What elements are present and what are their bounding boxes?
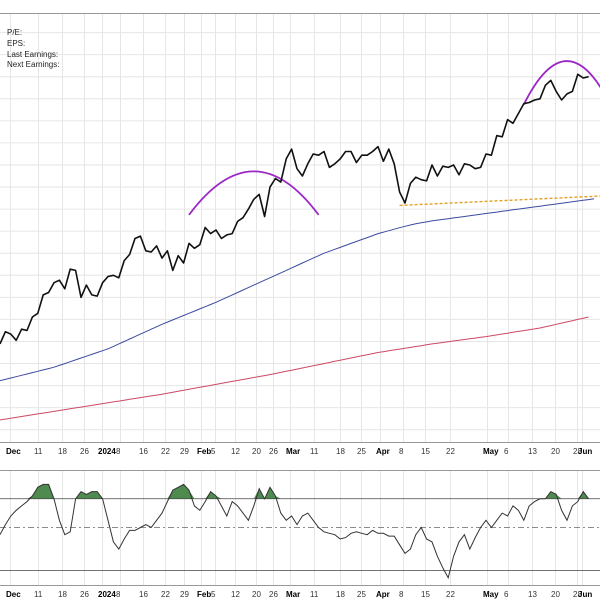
x-axis-tick-label: 11 xyxy=(310,447,319,456)
x-axis-tick-label: 25 xyxy=(357,447,366,456)
x-axis-osc-tick-label: 2024 xyxy=(98,590,116,599)
x-axis-tick-label: 26 xyxy=(80,447,89,456)
x-axis-osc-tick-label: 18 xyxy=(58,590,67,599)
eps-label: EPS: xyxy=(7,39,26,48)
support-trendline xyxy=(399,195,600,207)
x-axis-tick-label: 20 xyxy=(551,447,560,456)
trendline-group xyxy=(399,195,600,207)
oscillator-group xyxy=(0,483,600,580)
x-axis-tick-label: Jun xyxy=(578,447,592,456)
x-axis-osc-tick-label: Dec xyxy=(6,590,21,599)
arc-annotation-1 xyxy=(188,170,320,216)
oscillator-overbought-fill xyxy=(27,484,589,499)
x-axis-tick-label: Feb xyxy=(197,447,211,456)
moving-average-short-line xyxy=(0,198,595,382)
x-axis-osc-tick-label: Apr xyxy=(376,590,390,599)
x-axis-tick-label: 8 xyxy=(116,447,121,456)
x-axis-tick-label: 18 xyxy=(336,447,345,456)
grid-lines xyxy=(0,13,600,585)
x-axis-tick-label: 18 xyxy=(58,447,67,456)
x-axis-osc-tick-label: 8 xyxy=(399,590,404,599)
x-axis-tick-label: May xyxy=(483,447,499,456)
x-axis-tick-label: 12 xyxy=(231,447,240,456)
x-axis-tick-label: 15 xyxy=(421,447,430,456)
x-axis-osc-tick-label: 12 xyxy=(231,590,240,599)
x-axis-osc-tick-label: 18 xyxy=(336,590,345,599)
x-axis-osc-tick-label: 26 xyxy=(269,590,278,599)
x-axis-osc-tick-label: May xyxy=(483,590,499,599)
x-axis-osc-tick-label: 20 xyxy=(551,590,560,599)
x-axis-osc-tick-label: 11 xyxy=(310,590,319,599)
x-axis-osc-tick-label: Feb xyxy=(197,590,211,599)
next-earnings-label: Next Earnings: xyxy=(7,60,60,69)
x-axis-osc-tick-label: 25 xyxy=(357,590,366,599)
price-line xyxy=(0,73,589,345)
x-axis-osc-tick-label: 29 xyxy=(180,590,189,599)
x-axis-osc-tick-label: Mar xyxy=(286,590,300,599)
moving-average-short-group xyxy=(0,198,595,382)
x-axis-osc-tick-label: Jun xyxy=(578,590,592,599)
x-axis-tick-label: 22 xyxy=(161,447,170,456)
x-axis-tick-label: 22 xyxy=(446,447,455,456)
arc-annotations xyxy=(188,60,600,216)
x-axis-tick-label: 16 xyxy=(139,447,148,456)
x-axis-osc-tick-label: 15 xyxy=(421,590,430,599)
pe-label: P/E: xyxy=(7,28,23,37)
x-axis-tick-label: 8 xyxy=(399,447,404,456)
moving-average-long-line xyxy=(0,316,589,421)
x-axis-osc-tick-label: 6 xyxy=(504,590,509,599)
x-axis-tick-label: 29 xyxy=(180,447,189,456)
price-group xyxy=(0,73,589,345)
x-axis-tick-label: 20 xyxy=(252,447,261,456)
x-axis-osc-tick-label: 20 xyxy=(252,590,261,599)
x-axis-osc-tick-label: 5 xyxy=(211,590,216,599)
x-axis-tick-label: Dec xyxy=(6,447,21,456)
x-axis-osc-tick-label: 22 xyxy=(446,590,455,599)
last-earnings-label: Last Earnings: xyxy=(7,50,59,59)
arc-annotation-2 xyxy=(522,60,600,105)
x-axis-ticks-main: Dec 11 18 26 2024 8 16 22 29 Feb 5 12 20 26 Mar 11 18 25 A… xyxy=(6,447,592,456)
x-axis-tick-label: 2024 xyxy=(98,447,116,456)
x-axis-osc-tick-label: 8 xyxy=(116,590,121,599)
x-axis-tick-label: 26 xyxy=(269,447,278,456)
x-axis-osc-tick-label: 13 xyxy=(528,590,537,599)
oscillator-line xyxy=(0,483,589,580)
x-axis-tick-label: 6 xyxy=(504,447,509,456)
x-axis-osc-tick-label: 26 xyxy=(80,590,89,599)
x-axis-tick-label: 13 xyxy=(528,447,537,456)
moving-average-long-group xyxy=(0,316,589,421)
x-axis-osc-tick-label: 16 xyxy=(139,590,148,599)
x-axis-osc-tick-label: 11 xyxy=(34,590,43,599)
x-axis-osc-tick-label: 22 xyxy=(161,590,170,599)
x-axis-tick-label: 28 xyxy=(573,447,582,456)
x-axis-tick-label: 11 xyxy=(34,447,43,456)
x-axis-tick-label: Apr xyxy=(376,447,390,456)
x-axis-tick-label: 5 xyxy=(211,447,216,456)
x-axis-ticks-oscillator: Dec 11 18 26 2024 8 16 22 29 Feb 5 12 20 26 Mar 11 18 25 A… xyxy=(6,590,592,599)
x-axis-osc-tick-label: 28 xyxy=(573,590,582,599)
x-axis-tick-label: Mar xyxy=(286,447,300,456)
